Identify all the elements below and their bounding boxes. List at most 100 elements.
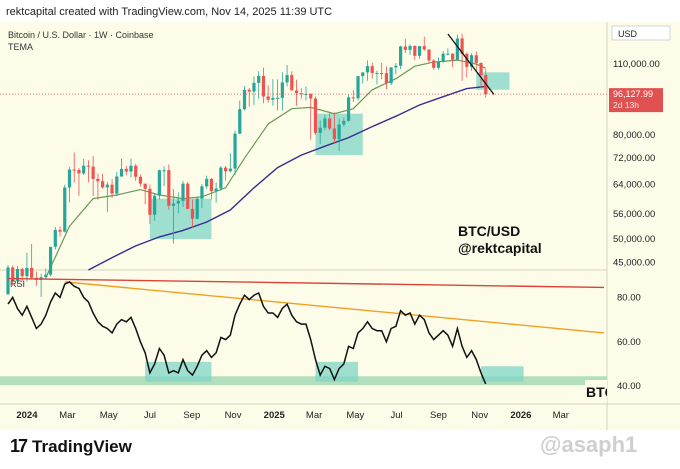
time-tick-label: Mar	[59, 410, 75, 421]
rsi-label: RSI	[10, 279, 25, 289]
candle-body	[91, 166, 95, 179]
candle-body	[181, 183, 185, 201]
candle-body	[460, 38, 464, 54]
candle-body	[157, 170, 161, 196]
price-tick-label: 80,000.00	[613, 130, 655, 141]
price-tick-label: 45,000.00	[613, 257, 655, 268]
time-axis-ticks: 2024 Mar May Jul Sep Nov 2025 Mar May Jul Sep Nov 20…	[16, 410, 569, 421]
rsi-band	[0, 376, 607, 386]
time-tick-label: 2026	[510, 410, 531, 421]
candle-body	[72, 169, 76, 171]
candle-body	[384, 73, 389, 84]
candle-body	[153, 195, 157, 215]
candles	[6, 33, 488, 298]
candle-body	[195, 198, 199, 219]
rsi-line	[7, 281, 487, 385]
candle-body	[105, 184, 109, 188]
rsi-orange-line	[64, 281, 605, 334]
candle-body	[441, 53, 445, 62]
candle-body	[101, 181, 105, 188]
annotation-clipped-text: BTC/USD	[586, 384, 648, 400]
candle-body	[432, 60, 436, 68]
candle-body	[394, 65, 398, 68]
candle-body	[332, 128, 336, 140]
candle-body	[228, 168, 232, 172]
candle-body	[110, 184, 114, 194]
rsi-tick-label: 80.00	[617, 292, 641, 303]
candle-body	[427, 49, 431, 61]
candle-body	[294, 90, 299, 94]
candle-body	[162, 170, 166, 172]
candle-body	[25, 267, 29, 277]
rsi-axis-ticks: 80.00 60.00 40.00	[617, 292, 641, 392]
candle-body	[408, 45, 412, 50]
candle-body	[44, 274, 48, 278]
candle-body	[337, 124, 341, 140]
price-tick-label: 110,000.00	[613, 59, 660, 70]
candle-body	[67, 169, 72, 188]
candle-body	[271, 97, 275, 100]
candle-body	[219, 167, 223, 189]
rsi-highlight-box	[481, 366, 524, 382]
last-price-countdown: 2d 13h	[613, 100, 639, 110]
candle-body	[119, 168, 124, 177]
time-tick-label: May	[346, 410, 364, 421]
candle-body	[399, 46, 403, 66]
candle-body	[58, 229, 62, 232]
price-axis-ticks: 110,000.00 80,000.00 72,000.00 64,000.00 56,…	[613, 59, 660, 268]
price-highlight-box	[149, 198, 212, 240]
price-tick-label: 50,000.00	[613, 234, 655, 245]
candle-body	[318, 127, 322, 133]
time-tick-label: Mar	[306, 410, 322, 421]
candle-body	[356, 76, 360, 99]
candle-body	[63, 187, 67, 232]
candle-body	[186, 183, 190, 209]
candle-body	[233, 133, 237, 169]
candle-body	[53, 229, 57, 247]
tema-line	[45, 59, 486, 279]
candle-body	[96, 178, 100, 182]
candle-body	[280, 82, 284, 98]
candle-body	[465, 53, 469, 67]
candle-body	[238, 109, 242, 134]
candle-body	[342, 120, 346, 125]
candle-body	[48, 246, 53, 275]
candle-body	[417, 46, 422, 56]
candle-body	[328, 118, 332, 129]
candle-body	[469, 55, 474, 67]
candle-body	[261, 75, 266, 97]
time-tick-label: Jul	[390, 410, 402, 421]
candle-body	[20, 268, 24, 277]
time-tick-label: Nov	[225, 410, 242, 421]
time-tick-label: 2025	[264, 410, 286, 421]
candle-body	[276, 97, 280, 99]
candle-body	[148, 188, 152, 215]
chart-caption: rektcapital created with TradingView.com…	[6, 6, 333, 18]
candle-body	[451, 53, 455, 60]
time-tick-label: Nov	[471, 410, 488, 421]
candle-body	[474, 55, 478, 63]
candle-body	[422, 46, 426, 50]
candle-body	[6, 267, 10, 295]
candle-body	[323, 118, 327, 128]
rsi-tick-label: 60.00	[617, 337, 641, 348]
candle-body	[214, 188, 218, 192]
candle-body	[313, 98, 318, 133]
currency-box[interactable]	[611, 25, 671, 41]
candle-body	[15, 268, 20, 281]
rsi-pane	[0, 277, 607, 386]
price-tick-label: 64,000.00	[613, 179, 655, 190]
candle-body	[30, 267, 34, 278]
price-pane	[0, 33, 607, 298]
annotation-author: @rektcapital	[458, 240, 542, 256]
tradingview-logo[interactable]: 17 TradingView	[10, 436, 132, 457]
candle-body	[403, 46, 407, 50]
candle-body	[134, 165, 138, 177]
candle-body	[351, 97, 355, 99]
price-tick-label: 72,000.00	[613, 153, 655, 164]
time-tick-label: Sep	[183, 410, 200, 421]
candle-body	[290, 75, 294, 91]
tradingview-logo-icon: 17	[10, 436, 28, 456]
tradingview-brand: TradingView	[32, 436, 132, 456]
